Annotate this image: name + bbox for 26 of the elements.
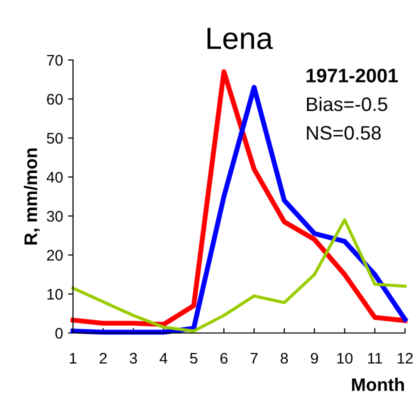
chart-title: Lena	[208, 28, 273, 50]
y-tick-label: 30	[46, 210, 63, 222]
y-tick-label: 0	[55, 328, 63, 339]
annotation: Bias=-0.5	[306, 96, 388, 112]
y-tick-label: 20	[47, 250, 63, 261]
x-tick-label: 11	[368, 353, 382, 364]
x-tick-label: 4	[160, 353, 168, 364]
x-tick-label: 2	[100, 352, 107, 364]
y-tick-label: 50	[46, 132, 63, 144]
x-tick-label: 12	[398, 352, 413, 364]
y-tick-label: 10	[47, 288, 63, 300]
y-tick-label: 70	[47, 54, 63, 66]
x-tick-label: 6	[220, 352, 228, 364]
y-axis-title: R, mm/mon	[24, 148, 40, 244]
x-tick-label: 8	[280, 352, 288, 364]
x-tick-label: 7	[250, 353, 258, 364]
x-tick-label: 9	[310, 352, 318, 364]
x-tick-label: 5	[190, 353, 198, 364]
y-tick-label: 40	[46, 172, 63, 183]
y-tick-label: 60	[47, 94, 63, 105]
x-tick-label: 1	[70, 353, 77, 364]
x-axis-title: Month	[352, 378, 404, 392]
x-tick-label: 10	[337, 352, 353, 364]
annotation: NS=0.58	[306, 126, 381, 140]
annotation: 1971-2001	[306, 68, 398, 82]
x-tick-label: 3	[130, 352, 137, 364]
